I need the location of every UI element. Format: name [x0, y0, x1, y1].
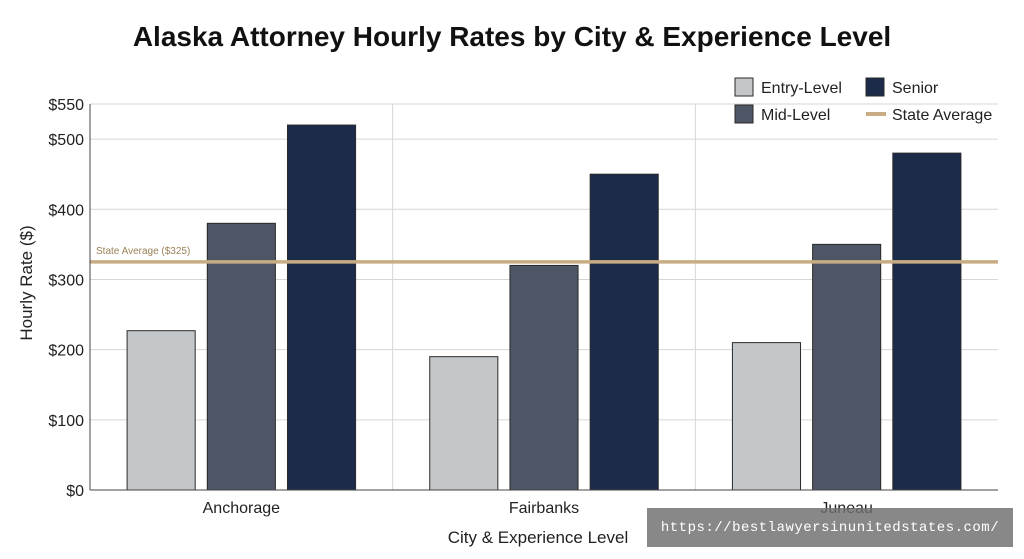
legend-swatch: [734, 77, 754, 97]
y-tick-label: $550: [48, 97, 84, 114]
x-axis-label: City & Experience Level: [448, 528, 628, 547]
bar: [206, 222, 276, 491]
y-tick-label: $500: [48, 132, 84, 149]
tick-labels: $0 $100 $200 $300 $400 $500 $550 Anchorage Fairb…: [48, 97, 873, 517]
legend-label: Mid-Level: [761, 107, 830, 124]
watermark-url: https://bestlawyersinunitedstates.com/: [647, 508, 1013, 547]
bar: [509, 264, 579, 491]
legend-label: Entry-Level: [761, 80, 842, 97]
legend-label: State Average: [892, 107, 992, 124]
bar: [731, 342, 802, 491]
legend-swatch: [734, 104, 754, 124]
bar: [589, 173, 659, 491]
bar: [286, 124, 357, 491]
bar: [126, 330, 196, 491]
legend-swatch: [865, 77, 885, 97]
axes: [89, 104, 998, 491]
x-tick-label: Anchorage: [203, 500, 280, 517]
x-tick-label: Fairbanks: [509, 500, 579, 517]
bars: [126, 124, 962, 491]
legend: Entry-Level Senior Mid-Level State Average: [734, 77, 992, 124]
y-tick-label: $400: [48, 202, 84, 219]
chart-title: Alaska Attorney Hourly Rates by City & E…: [133, 21, 891, 52]
bar: [812, 243, 882, 491]
bar: [429, 356, 499, 491]
reference-line-group: State Average ($325): [90, 246, 998, 264]
y-tick-label: $0: [66, 483, 84, 500]
y-tick-label: $200: [48, 343, 84, 360]
y-tick-label: $100: [48, 413, 84, 430]
y-tick-label: $300: [48, 272, 84, 289]
bar: [892, 152, 962, 491]
y-axis-label: Hourly Rate ($): [17, 225, 36, 340]
legend-label: Senior: [892, 80, 939, 97]
state-average-label: State Average ($325): [96, 246, 190, 257]
